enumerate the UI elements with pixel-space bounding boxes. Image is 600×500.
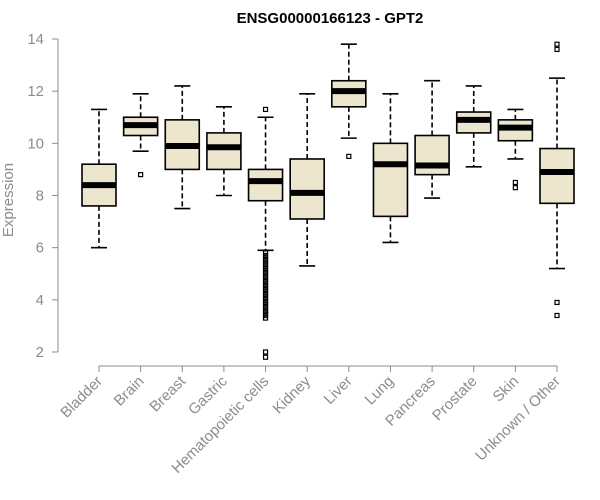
outlier-point <box>262 349 269 355</box>
box-brain <box>122 92 159 178</box>
outlier-point <box>262 312 269 319</box>
outlier-point <box>346 153 352 159</box>
box-gastric <box>206 106 242 197</box>
outlier-point <box>262 315 269 321</box>
y-tick-label: 2 <box>36 344 44 361</box>
outlier-point <box>262 302 269 308</box>
outlier-point <box>554 41 560 47</box>
box-iqr <box>289 158 325 220</box>
x-tick-label: Skin <box>490 373 523 406</box>
box-prostate <box>455 85 492 168</box>
outlier-point <box>262 294 269 300</box>
outlier-point <box>554 46 560 53</box>
outlier-point <box>554 299 560 306</box>
outlier-point <box>262 354 269 360</box>
x-tick-label: Bladder <box>57 373 106 422</box>
outlier-point <box>262 278 269 285</box>
outlier-point <box>262 286 269 292</box>
outlier-point <box>262 265 269 272</box>
y-tick-label: 8 <box>36 188 44 205</box>
outlier-point <box>262 284 269 290</box>
box-bladder <box>81 108 117 249</box>
outlier-point <box>512 185 518 191</box>
box-breast <box>164 85 201 210</box>
outlier-point <box>262 281 269 287</box>
outlier-point <box>262 260 269 266</box>
y-axis-label: Expression <box>0 163 17 237</box>
outlier-point <box>262 292 269 298</box>
x-tick-label: Liver <box>321 373 356 408</box>
y-tick-label: 10 <box>27 135 44 152</box>
chart-title: ENSG00000166123 - GPT2 <box>237 10 424 27</box>
box-hematopoietic-cells <box>247 106 284 360</box>
outlier-point <box>262 297 269 303</box>
box-iqr <box>247 168 284 202</box>
boxplot-series <box>81 41 575 360</box>
outlier-point <box>262 299 269 306</box>
outlier-point <box>262 276 269 282</box>
y-tick-label: 14 <box>27 31 44 48</box>
box-iqr <box>414 134 450 176</box>
box-iqr <box>539 147 575 205</box>
outlier-point <box>262 273 269 279</box>
x-tick-label: Lung <box>362 373 398 409</box>
box-pancreas <box>414 79 450 199</box>
y-tick-label: 4 <box>36 292 44 309</box>
box-lung <box>372 92 409 244</box>
outlier-point <box>262 289 269 295</box>
outlier-point <box>262 310 269 316</box>
x-tick-label: Breast <box>146 372 189 415</box>
outlier-point <box>262 252 269 259</box>
outlier-point <box>262 305 269 311</box>
y-axis: 2 4 6 8 10 12 14 <box>27 31 59 361</box>
outlier-point <box>554 312 560 319</box>
x-tick-label: Prostate <box>429 373 481 425</box>
outlier-point <box>262 263 269 269</box>
box-kidney <box>289 92 325 267</box>
x-tick-label: Kidney <box>270 372 315 417</box>
outlier-point <box>262 250 269 256</box>
outlier-point <box>262 307 269 313</box>
outlier-point <box>262 268 269 274</box>
outlier-point <box>138 172 144 178</box>
outlier-point <box>262 255 269 261</box>
box-unknown-other <box>539 41 575 319</box>
box-skin <box>497 108 534 191</box>
box-iqr <box>206 132 242 171</box>
y-tick-label: 6 <box>36 240 44 257</box>
box-iqr <box>372 142 409 218</box>
outlier-point <box>262 258 269 264</box>
outlier-point <box>262 271 269 277</box>
x-tick-label: Brain <box>111 373 148 410</box>
outlier-point <box>262 106 269 113</box>
y-tick-label: 12 <box>27 83 44 100</box>
outlier-point <box>512 179 518 186</box>
box-liver <box>331 43 367 159</box>
